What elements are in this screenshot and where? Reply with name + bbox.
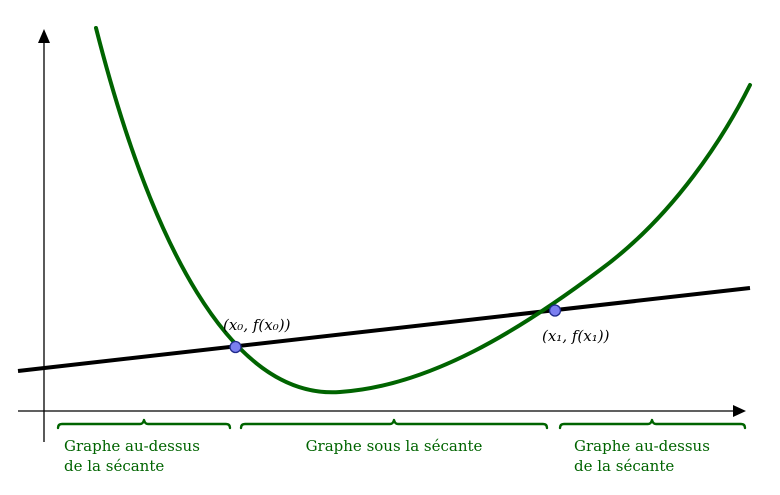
secant-line — [17, 286, 751, 373]
region-label-middle: Graphe sous la sécante — [306, 437, 483, 455]
point-label-x1: (x₁, f(x₁)) — [542, 327, 610, 345]
axes — [18, 29, 746, 442]
x-axis-arrow-icon — [733, 405, 746, 417]
brace-middle — [239, 418, 549, 430]
point-label-x0: (x₀, f(x₀)) — [223, 316, 291, 334]
intersection-point-x1 — [548, 304, 562, 317]
convex-function-curve — [94, 26, 752, 395]
y-axis-arrow-icon — [38, 29, 50, 43]
brace-left — [56, 418, 232, 430]
region-label-right-line1: Graphe au-dessus — [574, 437, 710, 455]
region-label-left-line1: Graphe au-dessus — [64, 437, 200, 455]
region-braces — [56, 418, 747, 430]
region-label-left-line2: de la sécante — [64, 457, 164, 475]
brace-right — [558, 418, 747, 430]
region-label-right-line2: de la sécante — [574, 457, 674, 475]
intersection-point-x0 — [229, 340, 242, 354]
